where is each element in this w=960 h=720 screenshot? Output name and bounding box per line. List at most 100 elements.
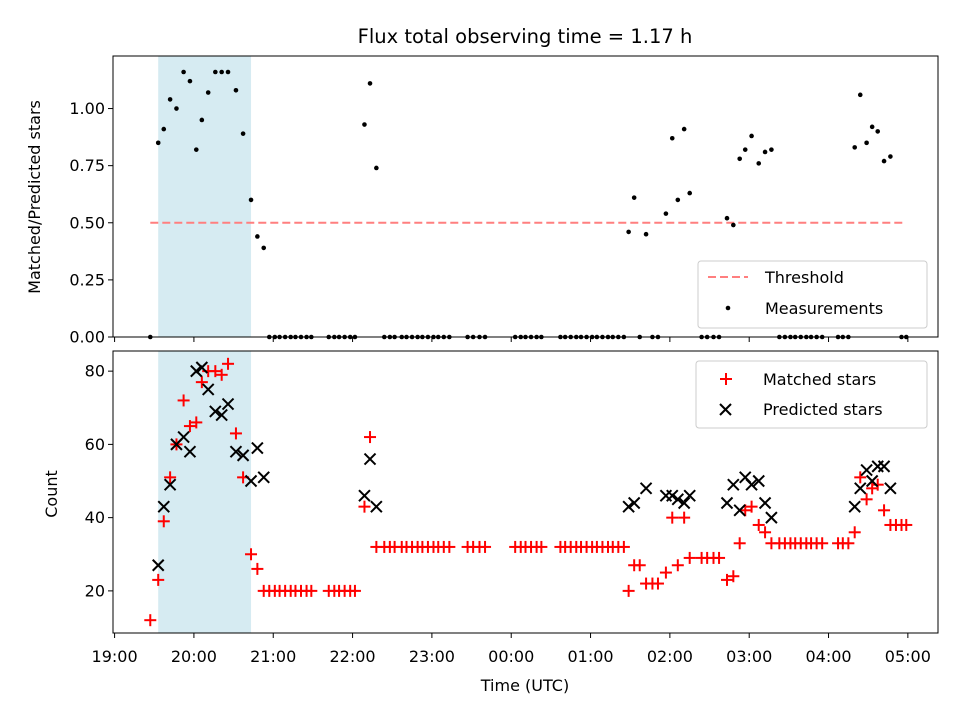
matched-star-points	[144, 357, 913, 627]
predicted-mark-b	[877, 460, 891, 473]
matched-star-point	[215, 368, 228, 381]
measurement-point	[749, 133, 754, 139]
measurement-point	[769, 147, 774, 152]
x-tick-label: 03:00	[726, 647, 772, 666]
measurement-point	[193, 147, 199, 152]
matched-star-point	[229, 427, 242, 440]
matched-star-point	[713, 551, 726, 564]
legend-box	[695, 360, 928, 429]
y-tick-label: 60	[85, 435, 105, 454]
x-tick-label: 23:00	[409, 647, 455, 666]
measurement-point	[852, 145, 858, 150]
matched-star-point	[251, 562, 264, 575]
measurement-point	[762, 149, 768, 155]
predicted-star-point	[163, 478, 177, 491]
matched-star-point	[633, 559, 646, 572]
predicted-star-point	[627, 496, 641, 510]
time-x-axis: 19:00 20:00 21:00 22:00 23:00 00:00 01:00 02:00…	[92, 633, 931, 666]
measurement-point	[681, 126, 687, 132]
y-tick-label: 20	[85, 581, 105, 600]
predicted-legend-swatch	[719, 403, 732, 416]
measurement-point	[626, 229, 631, 235]
predicted-star-point	[195, 361, 209, 374]
x-tick-label: 19:00	[92, 647, 138, 666]
matched-star-point	[860, 493, 873, 506]
measurement-point	[240, 131, 246, 136]
matched-star-point	[183, 420, 196, 433]
matched-star-point	[842, 537, 855, 550]
predicted-mark-b	[163, 478, 177, 491]
matched-star-point	[678, 511, 691, 524]
measurement-point	[881, 158, 887, 164]
matched-star-point	[305, 584, 318, 597]
ratio-y-axis: 0.00 0.25 0.50 0.75 1.00	[69, 99, 113, 347]
measurement-point	[675, 197, 681, 203]
predicted-mark-b	[363, 452, 377, 466]
highlight-band	[158, 351, 252, 633]
predicted-star-point	[765, 511, 778, 524]
x-tick-label: 05:00	[885, 647, 931, 666]
y-tick-label: 80	[85, 362, 105, 381]
predicted-mark-b	[209, 405, 222, 418]
matched-star-point	[871, 478, 884, 491]
matched-legend-swatch	[720, 373, 732, 385]
measurement-point	[174, 106, 179, 111]
predicted-star-point	[639, 482, 653, 495]
predicted-star-point	[745, 478, 758, 491]
legend-predicted-label: Predicted stars	[763, 400, 883, 419]
predicted-mark-b	[865, 474, 879, 488]
matched-star-point	[358, 500, 371, 513]
matched-star-point	[733, 537, 746, 550]
ratio-legend: Threshold Measurements	[697, 260, 928, 329]
measurement-point	[255, 234, 260, 239]
predicted-mark-b	[177, 430, 190, 444]
predicted-mark-b	[677, 496, 691, 510]
predicted-star-point	[209, 405, 222, 418]
matched-star-point	[745, 500, 758, 513]
ratio-y-label: Matched/Predicted stars	[25, 100, 44, 294]
x-tick-label: 00:00	[488, 647, 534, 666]
measurement-point	[205, 90, 211, 95]
predicted-mark-b	[733, 504, 746, 517]
measurement-point	[167, 97, 173, 102]
predicted-mark-b	[720, 496, 734, 510]
matched-star-point	[364, 431, 377, 444]
measurement-point	[261, 245, 267, 251]
predicted-mark-b	[622, 500, 635, 513]
predicted-star-point	[370, 500, 383, 513]
matched-star-point	[720, 573, 733, 586]
matched-star-point	[848, 526, 861, 539]
predicted-mark-b	[201, 383, 215, 396]
x-tick-label: 20:00	[171, 647, 217, 666]
matched-star-point	[727, 570, 740, 583]
y-tick-label: 0.50	[69, 213, 105, 232]
predicted-mark-b	[683, 489, 696, 502]
predicted-mark-b	[257, 471, 270, 484]
predicted-star-point	[848, 500, 861, 513]
matched-star-point	[222, 357, 235, 370]
count-y-label: Count	[42, 470, 61, 518]
measurement-point	[737, 156, 742, 162]
predicted-star-point	[758, 496, 772, 510]
predicted-mark-b	[727, 478, 740, 491]
predicted-mark-b	[152, 559, 165, 572]
y-tick-label: 0.00	[69, 328, 105, 347]
ratio-panel-frame	[112, 55, 939, 338]
measurement-point	[161, 126, 167, 132]
matched-star-point	[164, 471, 177, 484]
predicted-star-point	[251, 441, 264, 455]
predicted-mark-b	[244, 474, 258, 488]
predicted-star-point	[677, 496, 691, 510]
predicted-star-point	[215, 408, 228, 422]
measurement-point	[869, 124, 875, 130]
matched-star-point	[177, 394, 190, 407]
measurement-point	[181, 69, 186, 75]
matched-star-point	[878, 504, 891, 517]
predicted-mark-b	[666, 489, 679, 502]
predicted-mark-b	[860, 463, 873, 477]
predicted-star-point	[229, 445, 243, 458]
matched-star-point	[759, 526, 772, 539]
matched-star-point	[617, 540, 630, 553]
highlight-band	[158, 56, 252, 337]
predicted-star-point	[683, 489, 696, 502]
